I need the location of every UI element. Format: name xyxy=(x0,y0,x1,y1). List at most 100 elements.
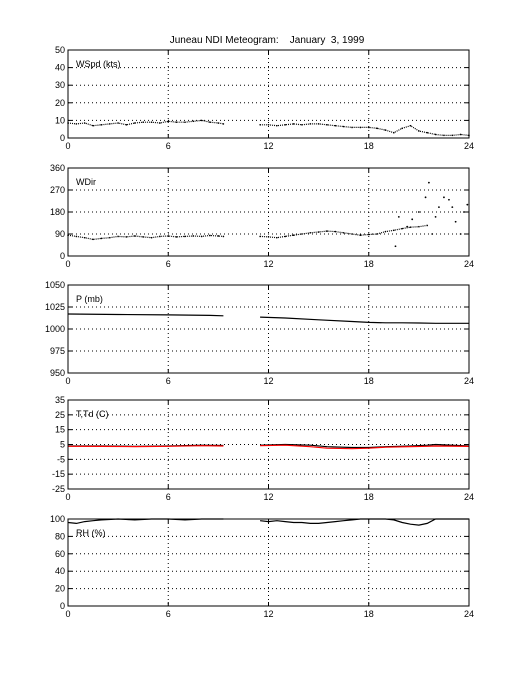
y-tick-label: 50 xyxy=(55,45,65,55)
y-tick-label: 0 xyxy=(60,601,65,611)
data-point xyxy=(359,126,362,129)
data-point xyxy=(451,206,454,209)
data-point xyxy=(451,134,454,137)
data-point xyxy=(117,235,119,238)
panel-1: 0 6 12 18 24 0 90 180 270 360 WDir xyxy=(50,163,474,269)
data-point xyxy=(317,231,320,233)
data-point xyxy=(359,234,362,237)
y-tick-label: 25 xyxy=(55,410,65,420)
data-point xyxy=(75,235,78,238)
y-tick-label: 80 xyxy=(55,531,65,541)
data-point xyxy=(397,215,400,218)
y-tick-label: 270 xyxy=(50,185,65,195)
x-tick-label: 6 xyxy=(166,609,171,619)
data-point xyxy=(367,233,370,236)
series-0-line xyxy=(260,316,469,324)
y-tick-label: 1025 xyxy=(45,302,65,312)
y-tick-label: 100 xyxy=(50,514,65,524)
data-point xyxy=(466,203,469,206)
data-point xyxy=(192,120,195,123)
data-point xyxy=(134,235,136,237)
data-point xyxy=(184,235,186,238)
x-tick-label: 12 xyxy=(263,492,273,502)
data-point xyxy=(83,122,86,124)
panel-2: 0 6 12 18 24 950 975 1000 1025 1050 P (mb) xyxy=(45,280,474,386)
data-point xyxy=(384,230,387,233)
panel-label: WDir xyxy=(76,177,96,187)
data-point xyxy=(209,121,211,123)
panel-4: 0 6 12 18 24 0 20 40 60 80 100 RH (%) xyxy=(50,514,474,619)
y-tick-label: 35 xyxy=(55,395,65,405)
y-tick-label: 0 xyxy=(60,133,65,143)
data-point xyxy=(75,123,78,125)
panel-label: RH (%) xyxy=(76,528,106,538)
data-point xyxy=(301,233,303,235)
plot-area xyxy=(68,519,469,606)
x-tick-label: 18 xyxy=(364,609,374,619)
data-point xyxy=(200,119,203,122)
data-point xyxy=(167,120,170,123)
y-tick-label: 360 xyxy=(50,163,65,173)
data-point xyxy=(317,123,320,125)
data-point xyxy=(192,235,195,237)
x-tick-label: 18 xyxy=(364,376,374,386)
y-tick-label: 30 xyxy=(55,80,65,90)
x-tick-label: 24 xyxy=(464,376,474,386)
data-point xyxy=(108,123,111,125)
data-point xyxy=(142,236,144,238)
data-point xyxy=(367,126,370,129)
data-point xyxy=(309,231,312,234)
y-tick-label: 5 xyxy=(60,440,65,450)
data-point xyxy=(100,124,103,126)
data-point xyxy=(326,230,328,232)
data-point xyxy=(92,124,94,127)
y-tick-label: 975 xyxy=(50,346,65,356)
y-tick-label: 10 xyxy=(55,115,65,125)
data-point xyxy=(418,225,420,228)
y-tick-label: 1000 xyxy=(45,324,65,334)
data-point xyxy=(418,130,420,132)
panel-3: 0 6 12 18 24 -25 -15 -5 5 15 25 35 T,Td (C) xyxy=(52,395,474,502)
x-tick-label: 18 xyxy=(364,492,374,502)
data-point xyxy=(351,233,353,235)
x-tick-label: 24 xyxy=(464,259,474,269)
x-tick-label: 24 xyxy=(464,492,474,502)
data-point xyxy=(434,133,437,136)
data-point xyxy=(428,181,430,184)
data-point xyxy=(448,198,450,201)
data-point xyxy=(426,224,429,227)
y-tick-label: 0 xyxy=(60,251,65,261)
data-point xyxy=(309,123,312,125)
data-point xyxy=(159,122,161,124)
y-tick-label: -15 xyxy=(52,469,65,479)
data-point xyxy=(406,225,409,228)
data-point xyxy=(108,236,111,239)
panel-label: WSpd (kts) xyxy=(76,59,121,69)
y-tick-label: -25 xyxy=(52,484,65,494)
data-point xyxy=(175,236,178,238)
data-point xyxy=(334,124,337,127)
x-tick-label: 0 xyxy=(65,609,70,619)
data-point xyxy=(401,127,403,130)
data-point xyxy=(351,126,353,129)
x-tick-label: 0 xyxy=(65,492,70,502)
data-point xyxy=(142,121,144,123)
series-0-line xyxy=(67,234,224,241)
data-point xyxy=(259,124,261,126)
data-point xyxy=(434,215,437,218)
x-tick-label: 6 xyxy=(166,492,171,502)
data-point xyxy=(424,196,427,199)
x-tick-label: 6 xyxy=(166,259,171,269)
x-tick-label: 24 xyxy=(464,609,474,619)
data-point xyxy=(326,124,328,126)
data-point xyxy=(284,235,287,238)
y-tick-label: 950 xyxy=(50,368,65,378)
panel-label: P (mb) xyxy=(76,294,103,304)
data-point xyxy=(276,124,278,127)
data-point xyxy=(438,206,440,209)
y-tick-label: 20 xyxy=(55,98,65,108)
x-tick-label: 0 xyxy=(65,376,70,386)
y-tick-label: 40 xyxy=(55,63,65,73)
data-point xyxy=(100,237,103,240)
